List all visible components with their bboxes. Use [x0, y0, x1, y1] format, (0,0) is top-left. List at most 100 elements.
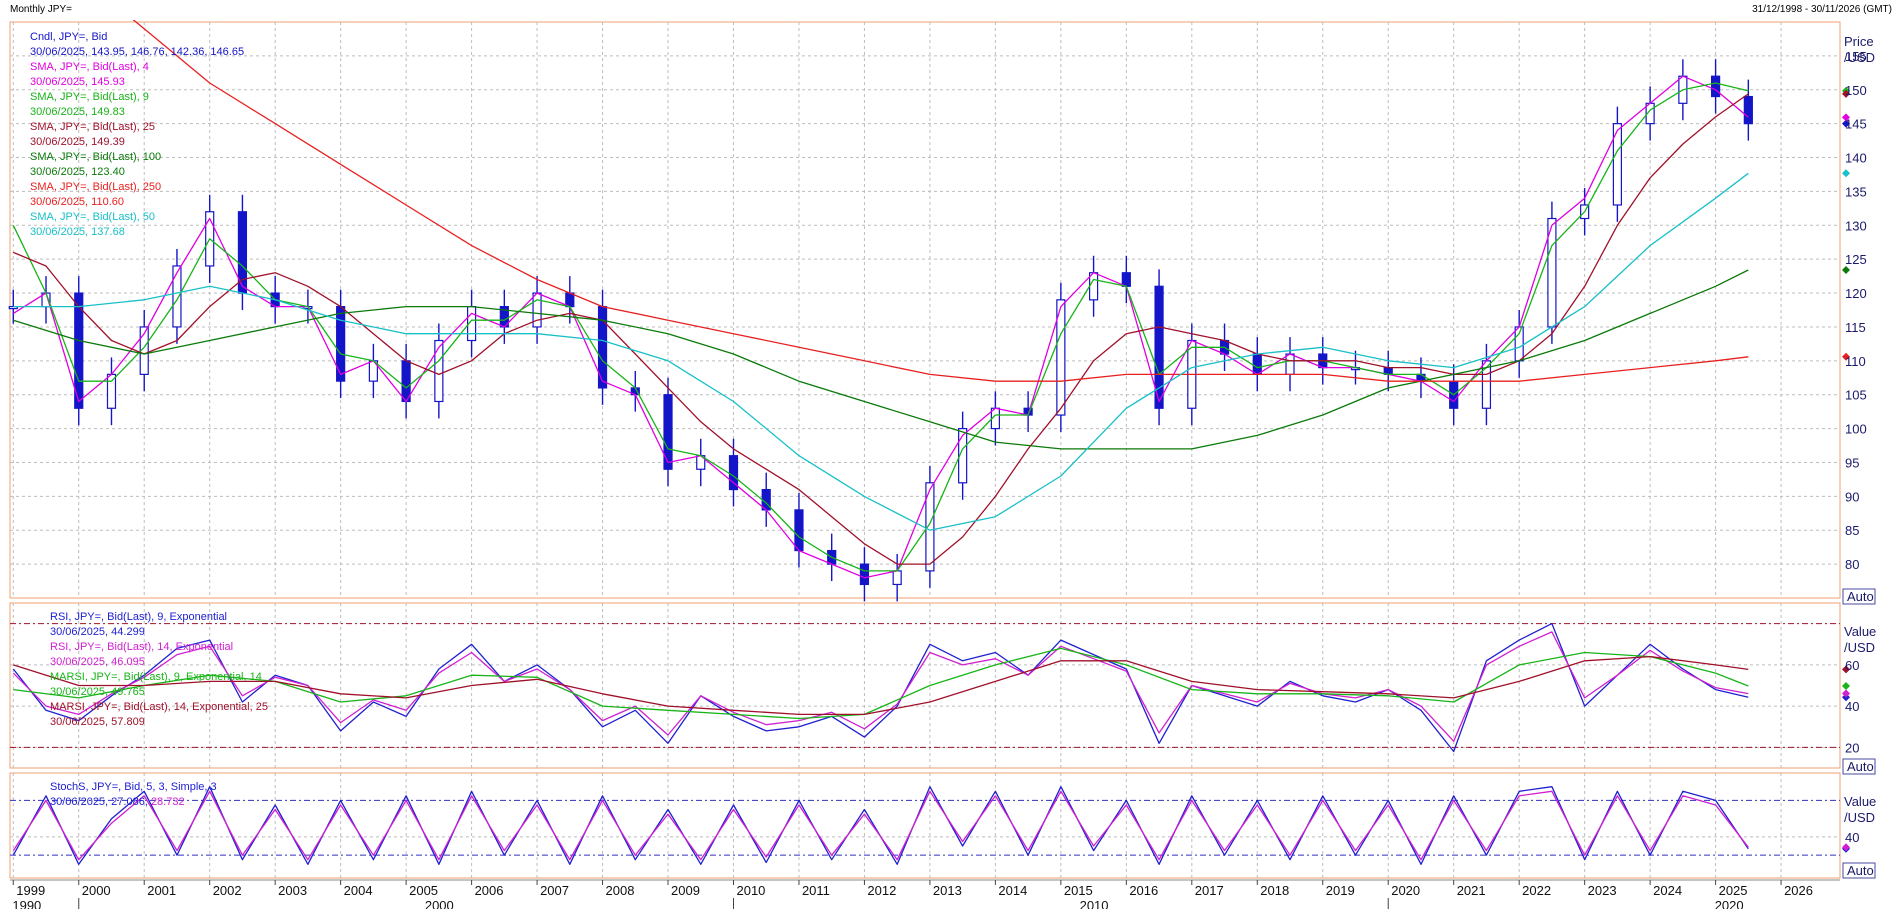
y-tick-label: 60: [1845, 658, 1859, 673]
x-year-label: 2004: [344, 883, 373, 898]
stoch-unit-label: Value: [1844, 794, 1876, 809]
panel-frame-1: [9, 602, 1841, 769]
window-title: Monthly JPY=: [10, 4, 72, 15]
y-tick-label: 90: [1845, 489, 1859, 504]
legend-price-line: 30/06/2025, 149.83: [30, 106, 125, 118]
y-tick-label: 85: [1845, 523, 1859, 538]
candle-body: [401, 360, 411, 403]
x-year-label: 2005: [409, 883, 438, 898]
y-tick-label: 140: [1845, 151, 1867, 166]
legend-stoch-values: 30/06/2025, 27.086, 28.732: [50, 796, 185, 808]
sma-line-2: [12, 82, 1749, 572]
x-year-label: 2011: [802, 883, 830, 898]
x-year-label: 2007: [540, 883, 569, 898]
legend-price-line: 30/06/2025, 137.68: [30, 226, 125, 238]
x-year-label: 2019: [1326, 883, 1355, 898]
x-year-label: 2000: [82, 883, 111, 898]
stoch-d-value: 28.732: [151, 796, 185, 808]
legend-rsi-line: MARSI, JPY=, Bid(Last), 9, Exponential, …: [50, 671, 262, 683]
last-value-marker: [1842, 352, 1850, 361]
x-year-label: 2018: [1260, 883, 1289, 898]
x-year-label: 1999: [16, 883, 45, 898]
legend-price-line: 30/06/2025, 143.95, 146.76, 142.36, 146.…: [30, 46, 244, 58]
x-year-label: 2013: [933, 883, 962, 898]
legend-price-line: 30/06/2025, 145.93: [30, 76, 125, 88]
candle-body: [1088, 272, 1099, 301]
y-tick-label: 145: [1845, 117, 1867, 132]
candle-body: [794, 509, 804, 552]
candle-body: [8, 306, 18, 310]
rsi-line-2: [13, 647, 1749, 720]
sma-line-3: [13, 93, 1749, 565]
rsi-last-marker: [1842, 681, 1850, 690]
rsi-last-marker: [1842, 665, 1850, 674]
price-auto-scale-button[interactable]: [1842, 588, 1876, 605]
sma-line-6: [13, 172, 1749, 531]
y-tick-label: 110: [1845, 354, 1866, 369]
last-value-marker: [1842, 169, 1850, 178]
x-year-label: 2017: [1195, 883, 1224, 898]
legend-price-line: SMA, JPY=, Bid(Last), 25: [30, 121, 155, 133]
candle-body: [106, 373, 117, 409]
y-tick-label: 20: [1845, 740, 1859, 755]
x-year-label: 2010: [736, 883, 765, 898]
legend-price-line: 30/06/2025, 110.60: [30, 196, 124, 208]
y-tick-label: 135: [1845, 184, 1867, 199]
price-unit-label-2: /USD: [1844, 50, 1875, 65]
x-year-label: 2014: [998, 883, 1027, 898]
x-year-label: 2021: [1457, 883, 1486, 898]
legend-rsi-line: 30/06/2025, 49.765: [50, 686, 145, 698]
legend-price-line: Cndl, JPY=, Bid: [30, 31, 107, 43]
y-tick-label: 120: [1845, 286, 1867, 301]
candle-body: [1285, 353, 1295, 375]
rsi-unit-label: Value: [1844, 624, 1876, 639]
candle-body: [1121, 272, 1131, 287]
y-tick-label: 40: [1845, 830, 1859, 845]
panel-frames: [9, 21, 1841, 879]
date-range-label[interactable]: 31/12/1998 - 30/11/2026 (GMT): [1752, 4, 1892, 15]
panel-frame-0: [9, 21, 1841, 599]
stoch-auto-scale-label: Auto: [1847, 863, 1874, 878]
x-year-label: 2003: [278, 883, 307, 898]
x-year-label: 2002: [213, 883, 242, 898]
x-year-label: 2025: [1719, 883, 1748, 898]
x-year-label: 2016: [1129, 883, 1158, 898]
stoch-auto-scale-button[interactable]: [1842, 862, 1876, 879]
y-axis-ticks: 80 85 90 95 100 105 110 115 120 125 130 135 140 145 15…: [1845, 49, 1867, 845]
candle-body: [74, 292, 84, 409]
stoch-unit-label-2: /USD: [1844, 810, 1875, 825]
legend-price-line: SMA, JPY=, Bid(Last), 9: [30, 91, 149, 103]
price-unit-label: Price: [1844, 34, 1874, 49]
chart-background: [0, 20, 1898, 909]
x-decade-label: 2000: [425, 898, 454, 909]
x-decade-label: 1990: [12, 898, 41, 909]
x-year-label: 2022: [1522, 883, 1551, 898]
legend-rsi-line: 30/06/2025, 57.809: [50, 716, 145, 728]
legend-price-line: SMA, JPY=, Bid(Last), 100: [30, 151, 161, 163]
chart-legends: Cndl, JPY=, Bid 30/06/2025, 143.95, 146.7…: [30, 31, 268, 808]
candle-body: [565, 292, 575, 308]
y-tick-label: 155: [1845, 49, 1867, 64]
x-year-label: 2026: [1784, 883, 1813, 898]
last-value-marker: [1842, 113, 1850, 122]
candle-body: [728, 455, 739, 491]
candle-body: [172, 265, 182, 328]
legend-rsi-line: 30/06/2025, 44.299: [50, 626, 145, 638]
legend-price-line: SMA, JPY=, Bid(Last), 50: [30, 211, 155, 223]
x-year-label: 2023: [1588, 883, 1617, 898]
rsi-auto-scale-label: Auto: [1847, 759, 1874, 774]
candle-body: [1252, 353, 1262, 375]
y-tick-label: 95: [1845, 455, 1859, 470]
x-year-label: 2001: [147, 883, 176, 898]
sma-line-4: [13, 269, 1749, 450]
sma-line-5: [132, 20, 1749, 382]
y-tick-label: 80: [1845, 557, 1859, 572]
candle-body: [925, 482, 935, 572]
rsi-unit-label-2: /USD: [1844, 640, 1875, 655]
window-titlebar: Monthly JPY= 31/12/1998 - 30/11/2026 (GM…: [0, 0, 1898, 21]
legend-rsi-line: MARSI, JPY=, Bid(Last), 14, Exponential,…: [50, 701, 268, 713]
x-decade-label: 2020: [1715, 898, 1744, 909]
rsi-auto-scale-button[interactable]: [1842, 758, 1876, 775]
y-tick-label: 100: [1845, 422, 1867, 437]
chart-canvas[interactable]: 80 85 90 95 100 105 110 115 120 125 130 135 140 145 15…: [0, 20, 1898, 909]
